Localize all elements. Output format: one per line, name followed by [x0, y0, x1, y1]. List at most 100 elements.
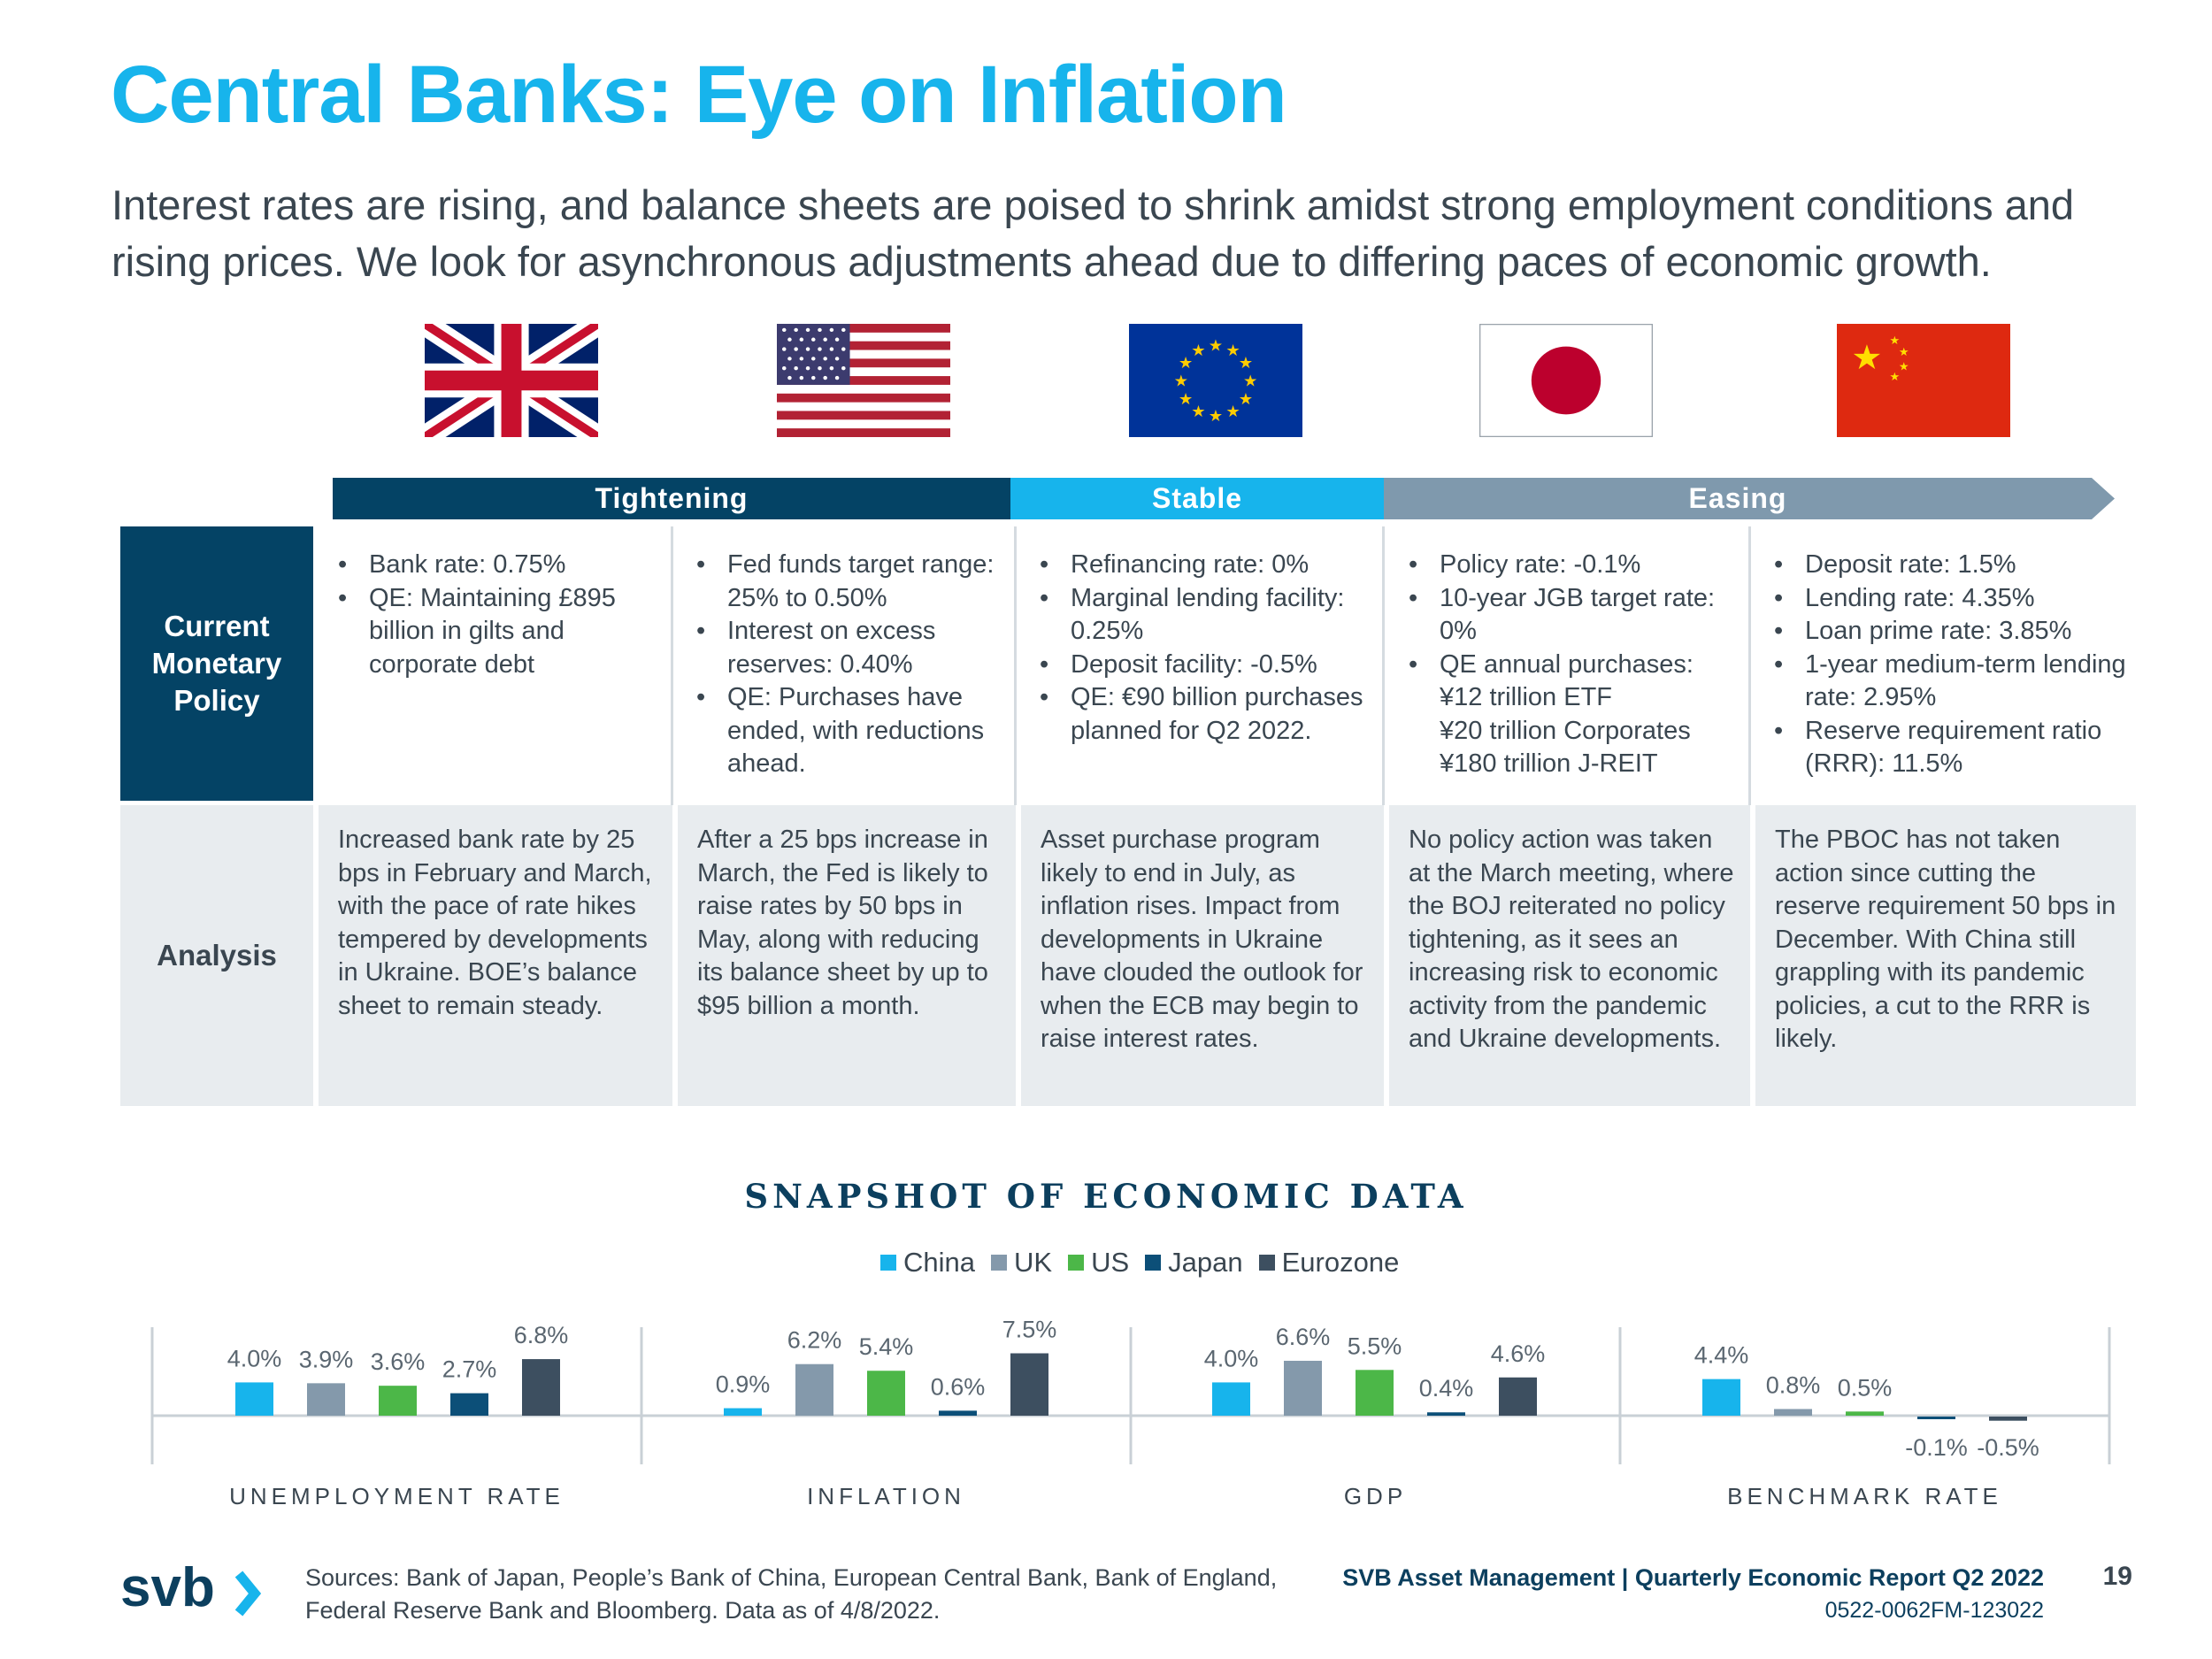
bar-value-label: 3.9% [299, 1346, 354, 1372]
row-header-policy-label: Current Monetary Policy [151, 610, 282, 717]
divider [1748, 526, 1751, 805]
bar-value-label: 3.6% [371, 1348, 426, 1375]
legend-item-eurozone: Eurozone [1258, 1247, 1399, 1279]
category-label: BENCHMARK RATE [1727, 1483, 2002, 1509]
bar-china-3 [1212, 1382, 1250, 1416]
bar-china-1 [235, 1382, 273, 1416]
policy-cell-eu: Refinancing rate: 0% Marginal lending fa… [1029, 549, 1381, 748]
policy-cell-us: Fed funds target range: 25% to 0.50% Int… [686, 549, 1013, 781]
legend-swatch [1145, 1255, 1162, 1271]
analysis-text: After a 25 bps increase in March, the Fe… [697, 826, 988, 1020]
analysis-text: The PBOC has not taken action since cutt… [1775, 826, 2116, 1053]
legend-item-uk: UK [991, 1247, 1052, 1279]
bar-us-2 [867, 1371, 905, 1416]
bar-china-4 [1702, 1379, 1740, 1416]
analysis-text: No policy action was taken at the March … [1409, 826, 1734, 1053]
row-header-analysis: Analysis [120, 805, 313, 1106]
policy-item: Marginal lending facility: 0.25% [1029, 582, 1381, 649]
bar-us-3 [1356, 1370, 1394, 1416]
divider [671, 526, 673, 805]
svg-text:★: ★ [1239, 390, 1253, 409]
bar-value-label: 6.2% [787, 1327, 842, 1354]
category-label: GDP [1344, 1483, 1407, 1509]
bar-value-label: 4.4% [1694, 1342, 1749, 1369]
svg-text:★: ★ [1899, 346, 1909, 359]
bar-japan-4 [1917, 1417, 1955, 1419]
japan-flag [1479, 324, 1653, 437]
svg-text:★: ★ [1179, 354, 1193, 373]
legend-swatch [991, 1255, 1007, 1271]
policy-item: Bank rate: 0.75% [327, 549, 668, 582]
page-title: Central Banks: Eye on Inflation [111, 50, 1287, 140]
policy-item: Lending rate: 4.35% [1763, 582, 2135, 616]
legend-swatch [880, 1255, 896, 1271]
policy-item: QE: Purchases have ended, with reduction… [686, 681, 1013, 781]
svg-text:★: ★ [1851, 339, 1882, 379]
legend-label: UK [1014, 1247, 1053, 1278]
page-subtitle: Interest rates are rising, and balance s… [111, 181, 2075, 285]
category-label: INFLATION [807, 1483, 965, 1509]
bar-value-label: 0.8% [1766, 1371, 1821, 1398]
policy-item: 1-year medium-term lending rate: 2.95% [1763, 649, 2135, 715]
analysis-text: Increased bank rate by 25 bps in Februar… [338, 826, 652, 1020]
bar-value-label: 6.8% [514, 1322, 569, 1348]
svg-text:★: ★ [1243, 373, 1257, 391]
sources-line: Sources: Bank of Japan, People’s Bank of… [305, 1564, 1278, 1591]
bar-uk-4 [1774, 1409, 1812, 1416]
bar-eurozone-4 [1989, 1417, 2027, 1421]
logo-text: svb [120, 1560, 215, 1618]
policy-sub-item: ¥12 trillion ETF [1440, 683, 1613, 711]
report-name: SVB Asset Management | Quarterly Economi… [1342, 1564, 2044, 1591]
chart-title: SNAPSHOT OF ECONOMIC DATA [744, 1177, 1468, 1216]
chart-legend: China UK US Japan Eurozone [880, 1246, 1415, 1279]
policy-item: Loan prime rate: 3.85% [1763, 615, 2135, 649]
svb-logo: svb [120, 1560, 262, 1618]
bar-us-4 [1846, 1411, 1884, 1416]
policy-item: QE annual purchases: [1398, 649, 1747, 682]
bar-value-label: 2.7% [442, 1356, 497, 1383]
analysis-cell-japan: No policy action was taken at the March … [1389, 805, 1750, 1106]
easing-arrow [1384, 478, 2115, 519]
policy-item: Fed funds target range: 25% to 0.50% [686, 549, 1013, 615]
bar-value-label: 4.6% [1491, 1340, 1546, 1367]
band-easing: Easing [1688, 482, 1787, 514]
legend-item-china: China [880, 1247, 975, 1279]
category-label: UNEMPLOYMENT RATE [229, 1483, 565, 1509]
uk-flag [425, 324, 598, 437]
analysis-cell-china: The PBOC has not taken action since cutt… [1755, 805, 2136, 1106]
bar-value-label: -0.5% [1977, 1434, 2039, 1461]
bar-uk-3 [1284, 1360, 1322, 1416]
sources-note: Sources: Bank of Japan, People’s Bank of… [305, 1562, 1279, 1627]
bar-china-2 [724, 1408, 762, 1416]
policy-cell-china: Deposit rate: 1.5% Lending rate: 4.35% L… [1763, 549, 2135, 781]
svg-text:★: ★ [1209, 407, 1223, 426]
svg-text:★: ★ [1179, 390, 1193, 409]
band-tightening: Tightening [333, 478, 1010, 519]
page-number: 19 [2102, 1562, 2132, 1591]
svg-text:★: ★ [1239, 354, 1253, 373]
divider [1382, 526, 1385, 805]
analysis-text: Asset purchase program likely to end in … [1041, 826, 1363, 1053]
legend-swatch [1068, 1255, 1085, 1271]
analysis-cell-eu: Asset purchase program likely to end in … [1021, 805, 1384, 1106]
policy-item: Interest on excess reserves: 0.40% [686, 615, 1013, 681]
bar-value-label: 4.0% [1204, 1345, 1259, 1371]
svg-text:★: ★ [1225, 342, 1240, 360]
svg-text:★: ★ [1899, 361, 1909, 374]
bar-japan-2 [939, 1410, 977, 1416]
report-info: SVB Asset Management | Quarterly Economi… [1239, 1562, 2044, 1627]
report-code: 0522-0062FM-123022 [1824, 1598, 2044, 1623]
policy-item: Deposit rate: 1.5% [1763, 549, 2135, 582]
policy-sub-item: ¥20 trillion Corporates [1440, 716, 1691, 745]
bar-value-label: 7.5% [1002, 1317, 1057, 1343]
economic-data-chart: 4.0% 3.9% 3.6% 2.7% 6.8% UNEMPLOYMENT RATE 0.9… [150, 1317, 2111, 1509]
eu-flag: ★ ★★★ ★★★★ ★★★★ [1129, 324, 1302, 437]
bar-value-label: 0.4% [1419, 1375, 1474, 1402]
bar-uk-1 [307, 1383, 345, 1416]
bar-value-label: -0.1% [1905, 1434, 1968, 1461]
row-header-policy: Current Monetary Policy [120, 526, 313, 801]
policy-item: Policy rate: -0.1% [1398, 549, 1747, 582]
policy-cell-uk: Bank rate: 0.75% QE: Maintaining £895 bi… [327, 549, 668, 681]
sources-line: Federal Reserve Bank and Bloomberg. Data… [305, 1597, 941, 1624]
svg-text:★: ★ [1191, 403, 1205, 421]
